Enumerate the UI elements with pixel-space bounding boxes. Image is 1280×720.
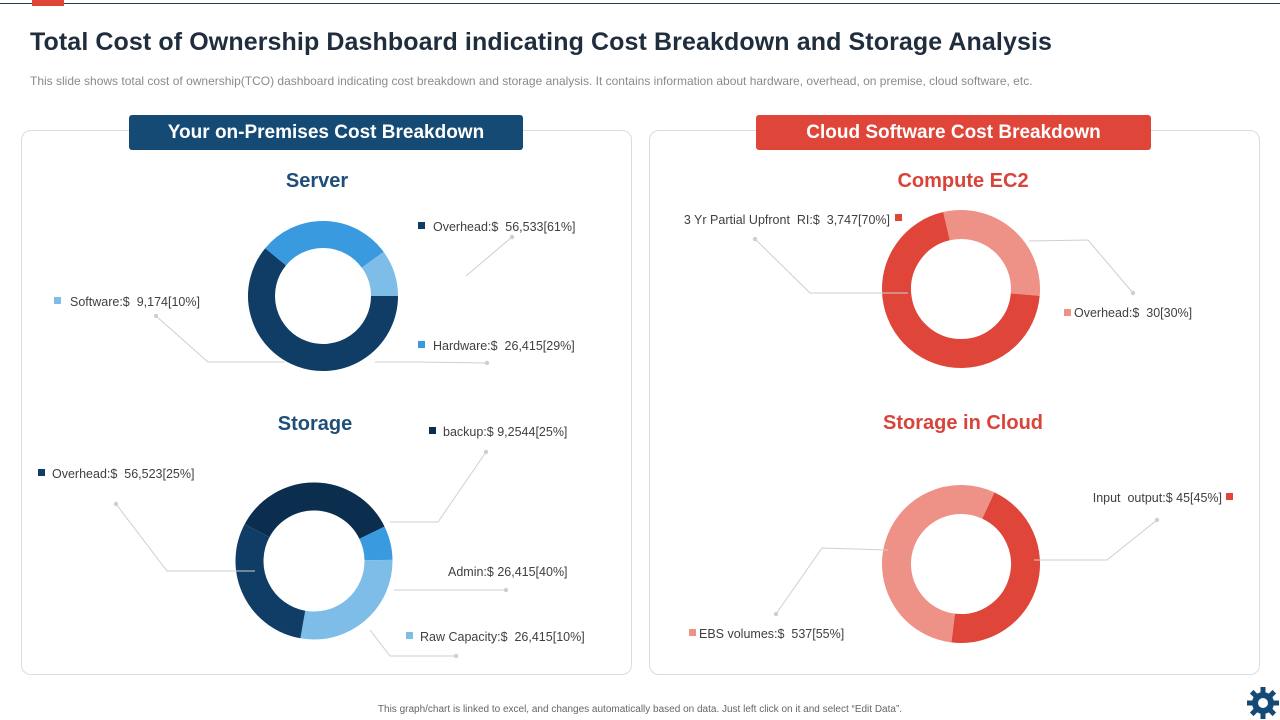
compute-ec2-leader-line (1028, 239, 1134, 294)
server-label-hardware: Hardware:$ 26,415[29%] (433, 339, 575, 353)
server-leader-line (155, 315, 285, 363)
server-label-software: Software:$ 9,174[10%] (70, 295, 200, 309)
server-slice-hardware[interactable] (265, 221, 384, 269)
compute-ec2-slice-overhead[interactable] (943, 210, 1040, 296)
storage-slice-admin[interactable] (359, 526, 393, 561)
storage-legend-marker-backup (429, 427, 436, 434)
storage-in-cloud-legend-marker-ebs-volumes (689, 629, 696, 636)
storage-legend-marker-raw-capacity (406, 632, 413, 639)
storage-in-cloud-slice-ebs-volumes[interactable] (882, 485, 995, 643)
storage-in-cloud-slice-input-output[interactable] (951, 492, 1040, 643)
storage-leader-dot (503, 587, 509, 593)
storage-label-backup: backup:$ 9,2544[25%] (443, 425, 567, 439)
compute-ec2-leader-dot (1130, 290, 1136, 296)
server-label-overhead: Overhead:$ 56,533[61%] (433, 220, 575, 234)
storage-label-overhead: Overhead:$ 56,523[25%] (52, 467, 194, 481)
footer-note: This graph/chart is linked to excel, and… (377, 704, 903, 715)
compute-ec2-label-3-yr-partial-upfront-ri: 3 Yr Partial Upfront RI:$ 3,747[70%] (684, 213, 890, 227)
server-chart-title: Server (285, 170, 349, 192)
storage-in-cloud-leader-dot (1154, 517, 1160, 523)
storage-label-admin: Admin:$ 26,415[40%] (448, 565, 568, 579)
top-rule (0, 3, 1280, 4)
compute-ec2-legend-marker-overhead (1064, 309, 1071, 316)
compute-ec2-slice-3-yr-partial-upfront-ri[interactable] (882, 212, 1040, 368)
storage-in-cloud-leader-line (1034, 519, 1158, 561)
top-accent-bar (32, 0, 64, 6)
server-legend-marker-software (54, 297, 61, 304)
server-leader-line (375, 361, 488, 364)
page-subtitle: This slide shows total cost of ownership… (30, 74, 1033, 88)
storage-slice-raw-capacity[interactable] (300, 559, 393, 640)
compute-ec2-legend-marker-3-yr-partial-upfront-ri (895, 214, 902, 221)
storage-leader-line (369, 629, 456, 657)
server-legend-marker-hardware (418, 341, 425, 348)
server-slice-overhead[interactable] (248, 248, 398, 371)
storage-in-cloud-label-input-output: Input output:$ 45[45%] (1093, 491, 1222, 505)
storage-leader-dot (453, 653, 459, 659)
compute-ec2-chart-title: Compute EC2 (897, 170, 1029, 192)
storage-in-cloud-legend-marker-input-output (1226, 493, 1233, 500)
on-premises-panel (21, 130, 632, 675)
storage-in-cloud-leader-dot (773, 611, 779, 617)
server-legend-marker-overhead (418, 222, 425, 229)
storage-leader-line (390, 451, 487, 523)
page-title: Total Cost of Ownership Dashboard indica… (30, 28, 1053, 56)
server-leader-line (465, 236, 513, 277)
storage-chart-title: Storage (277, 413, 353, 435)
storage-leader-dot (113, 501, 119, 507)
storage-slice-backup[interactable] (244, 482, 385, 540)
storage-in-cloud-leader-line (775, 547, 889, 615)
storage-label-raw-capacity: Raw Capacity:$ 26,415[10%] (420, 630, 585, 644)
gear-icon (1247, 687, 1279, 719)
storage-leader-dot (483, 449, 489, 455)
storage-leader-line (115, 503, 255, 572)
server-leader-dot (509, 234, 515, 240)
compute-ec2-leader-dot (752, 236, 758, 242)
storage-in-cloud-label-ebs-volumes: EBS volumes:$ 537[55%] (699, 627, 844, 641)
storage-in-cloud-chart-title: Storage in Cloud (883, 412, 1043, 434)
server-slice-software[interactable] (361, 251, 398, 297)
on-premises-banner: Your on-Premises Cost Breakdown (129, 115, 523, 150)
cloud-software-banner: Cloud Software Cost Breakdown (756, 115, 1151, 150)
compute-ec2-label-overhead: Overhead:$ 30[30%] (1074, 306, 1192, 320)
storage-legend-marker-overhead (38, 469, 45, 476)
server-leader-dot (484, 360, 490, 366)
server-leader-dot (153, 313, 159, 319)
compute-ec2-leader-line (754, 238, 908, 294)
storage-slice-overhead[interactable] (235, 524, 306, 639)
